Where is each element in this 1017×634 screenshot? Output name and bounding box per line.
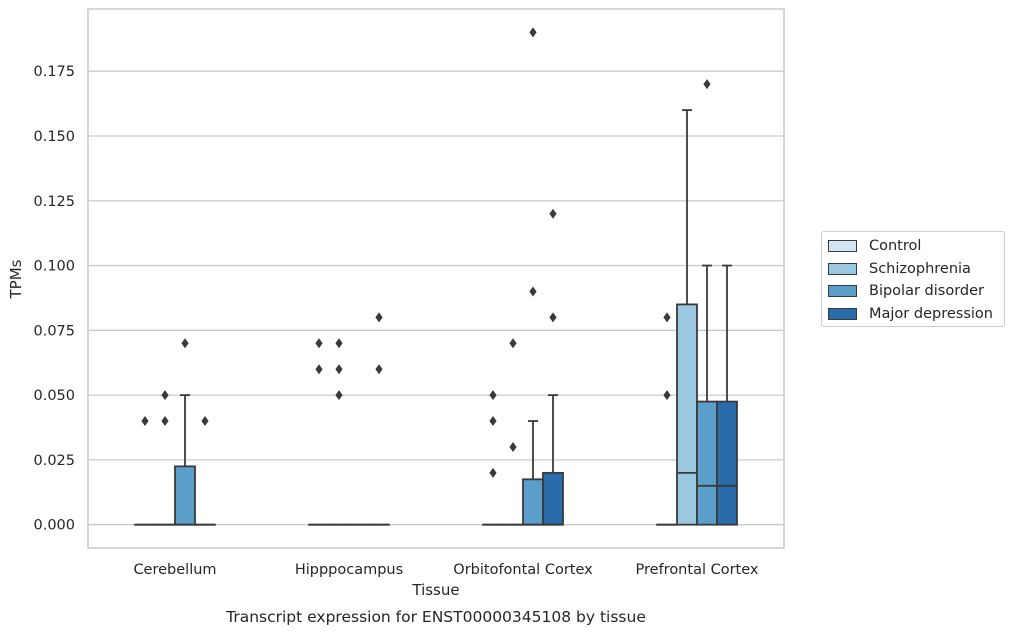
box-group xyxy=(522,27,544,526)
outlier-point xyxy=(509,338,517,349)
x-tick-label: Hipppocampus xyxy=(295,562,403,578)
outlier-point xyxy=(703,79,711,90)
legend-label: Bipolar disorder xyxy=(869,283,984,300)
legend-swatch xyxy=(828,307,857,320)
box xyxy=(696,400,718,526)
outlier-point xyxy=(529,286,537,297)
outlier-point xyxy=(509,441,517,452)
box xyxy=(522,478,544,526)
chart-caption: Transcript expression for ENST0000034510… xyxy=(225,608,646,626)
y-tick-label: 0.150 xyxy=(33,129,75,145)
y-tick-labels: 0.000 0.025 0.050 0.075 0.100 0.125 0.150 0.175 xyxy=(33,64,75,533)
outlier-point xyxy=(489,467,497,478)
plot-area-frame xyxy=(87,8,785,549)
y-tick-label: 0.100 xyxy=(33,259,75,275)
outlier-point xyxy=(375,364,383,375)
x-tick-label: Cerebellum xyxy=(133,562,216,578)
box-group xyxy=(676,109,698,526)
x-tick-labels: Cerebellum Hipppocampus Orbitofontal Corte… xyxy=(133,562,758,578)
outlier-point xyxy=(663,312,671,323)
boxes xyxy=(134,27,738,526)
box-group xyxy=(542,208,564,526)
y-tick-label: 0.075 xyxy=(33,323,75,339)
outlier-point xyxy=(335,338,343,349)
legend-swatch xyxy=(828,240,857,253)
grid-lines xyxy=(88,70,784,526)
y-tick-label: 0.050 xyxy=(33,388,75,404)
legend-item: Major depression xyxy=(828,303,1004,326)
outlier-point xyxy=(335,364,343,375)
y-tick-label: 0.000 xyxy=(33,518,75,534)
y-axis-label: TPMs xyxy=(7,259,25,299)
outlier-point xyxy=(161,390,169,401)
outlier-point xyxy=(549,312,557,323)
x-tick-label: Orbitofontal Cortex xyxy=(453,562,593,578)
legend-label: Control xyxy=(869,238,922,255)
box-group xyxy=(368,312,390,526)
box-group xyxy=(716,264,738,526)
box xyxy=(542,471,564,526)
box-group xyxy=(502,338,524,526)
x-tick-label: Prefrontal Cortex xyxy=(636,562,759,578)
outlier-point xyxy=(529,27,537,38)
y-tick-label: 0.125 xyxy=(33,194,75,210)
box xyxy=(676,303,698,526)
outlier-point xyxy=(663,390,671,401)
box-group xyxy=(656,312,678,526)
outlier-point xyxy=(549,208,557,219)
y-tick-label: 0.025 xyxy=(33,453,75,469)
outlier-point xyxy=(315,364,323,375)
legend-label: Schizophrenia xyxy=(869,260,971,277)
outlier-point xyxy=(161,416,169,427)
outlier-point xyxy=(489,390,497,401)
outlier-point xyxy=(201,416,209,427)
outlier-point xyxy=(375,312,383,323)
outlier-point xyxy=(489,416,497,427)
legend-swatch xyxy=(828,262,857,275)
legend-item: Schizophrenia xyxy=(828,258,1004,281)
box xyxy=(174,465,196,526)
legend-item: Control xyxy=(828,235,1004,258)
box-group xyxy=(194,416,216,526)
outlier-point xyxy=(315,338,323,349)
y-tick-label: 0.175 xyxy=(33,64,75,80)
outlier-point xyxy=(181,338,189,349)
box-group xyxy=(174,338,196,526)
box-group xyxy=(328,338,350,526)
legend-swatch xyxy=(828,285,857,298)
legend-item: Bipolar disorder xyxy=(828,280,1004,303)
box-group xyxy=(482,390,504,526)
outlier-point xyxy=(335,390,343,401)
box-group xyxy=(308,338,330,526)
box-group xyxy=(134,416,156,526)
box-group xyxy=(696,79,718,526)
legend: Control Schizophrenia Bipolar disorder Majo… xyxy=(821,231,1005,327)
x-axis-label: Tissue xyxy=(411,581,459,599)
box xyxy=(716,400,738,526)
legend-label: Major depression xyxy=(869,305,993,322)
outlier-point xyxy=(141,416,149,427)
box-group xyxy=(154,390,176,526)
